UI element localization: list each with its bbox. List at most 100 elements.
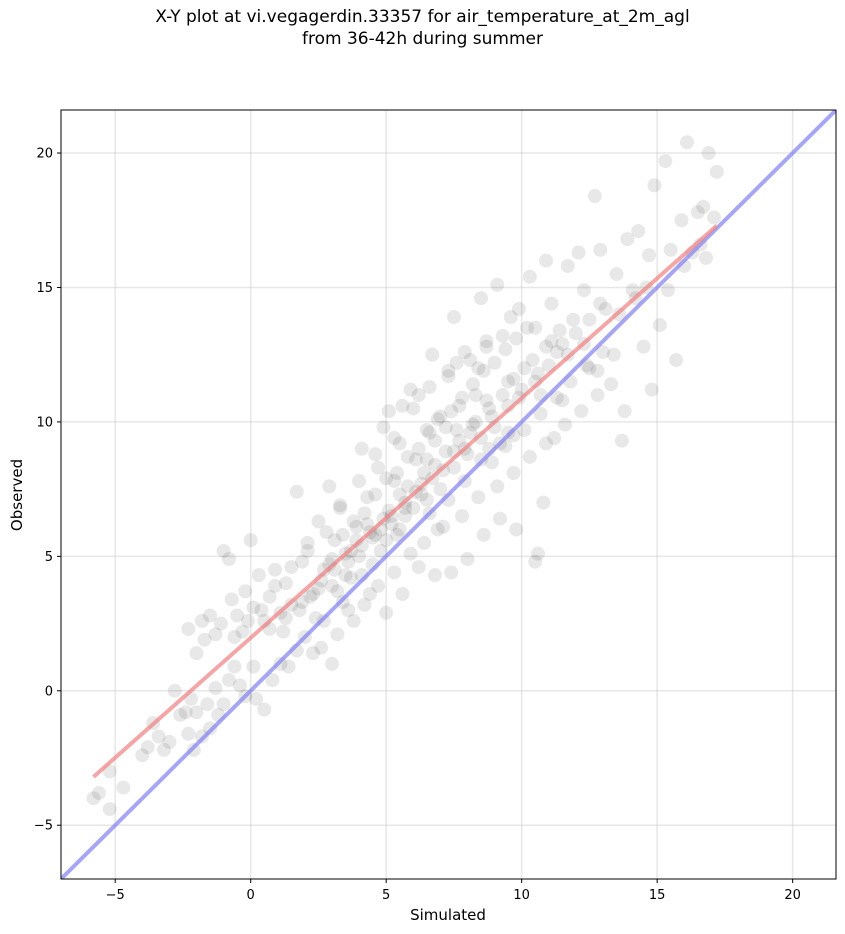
scatter-point bbox=[460, 552, 475, 567]
scatter-point bbox=[446, 460, 461, 475]
scatter-point bbox=[392, 522, 407, 537]
scatter-point bbox=[341, 554, 356, 569]
scatter-point bbox=[590, 363, 605, 378]
scatter-point bbox=[533, 406, 548, 421]
scatter-point bbox=[539, 253, 554, 268]
scatter-point bbox=[503, 310, 518, 325]
scatter-point bbox=[289, 484, 304, 499]
scatter-point bbox=[690, 205, 705, 220]
scatter-point bbox=[482, 401, 497, 416]
scatter-point bbox=[463, 353, 478, 368]
scatter-point bbox=[441, 363, 456, 378]
scatter-point bbox=[322, 479, 337, 494]
scatter-point bbox=[427, 457, 442, 472]
scatter-point bbox=[528, 320, 543, 335]
scatter-point bbox=[352, 549, 367, 564]
chart-title: X-Y plot at vi.vegagerdin.33357 for air_… bbox=[0, 6, 845, 50]
scatter-point bbox=[167, 683, 182, 698]
scatter-point bbox=[525, 353, 540, 368]
scatter-point bbox=[384, 517, 399, 532]
x-axis-label: Simulated bbox=[410, 906, 486, 924]
scatter-point bbox=[511, 301, 526, 316]
plot-frame bbox=[60, 109, 837, 880]
scatter-point bbox=[162, 734, 177, 749]
scatter-point bbox=[254, 603, 269, 618]
scatter-point bbox=[419, 452, 434, 467]
scatter-point bbox=[709, 164, 724, 179]
scatter-point bbox=[468, 414, 483, 429]
scatter-point bbox=[509, 331, 524, 346]
scatter-point bbox=[492, 511, 507, 526]
scatter-point bbox=[91, 785, 106, 800]
scatter-point bbox=[235, 624, 250, 639]
scatter-point bbox=[530, 366, 545, 381]
scatter-point bbox=[213, 616, 228, 631]
scatter-point bbox=[522, 449, 537, 464]
scatter-point bbox=[349, 519, 364, 534]
scatter-point bbox=[189, 705, 204, 720]
scatter-point bbox=[644, 382, 659, 397]
scatter-point bbox=[311, 514, 326, 529]
scatter-point bbox=[295, 554, 310, 569]
scatter-point bbox=[614, 433, 629, 448]
scatter-point bbox=[474, 431, 489, 446]
scatter-point bbox=[490, 479, 505, 494]
scatter-point bbox=[587, 189, 602, 204]
scatter-point bbox=[227, 659, 242, 674]
scatter-point bbox=[498, 342, 513, 357]
scatter-point bbox=[306, 586, 321, 601]
regression-line bbox=[92, 224, 719, 779]
scatter-point bbox=[203, 608, 218, 623]
scatter-point bbox=[468, 388, 483, 403]
scatter-point bbox=[360, 490, 375, 505]
scatter-point bbox=[441, 369, 456, 384]
scatter-point bbox=[620, 232, 635, 247]
scatter-point bbox=[216, 697, 231, 712]
y-tick-label: −5 bbox=[34, 819, 53, 834]
scatter-point bbox=[390, 465, 405, 480]
scatter-point bbox=[243, 533, 258, 548]
scatter-point bbox=[487, 355, 502, 370]
scatter-point bbox=[495, 388, 510, 403]
scatter-point bbox=[444, 565, 459, 580]
scatter-point bbox=[368, 447, 383, 462]
scatter-point bbox=[501, 374, 516, 389]
scatter-point bbox=[609, 267, 624, 282]
scatter-point bbox=[222, 673, 237, 688]
scatter-point bbox=[652, 318, 667, 333]
scatter-point bbox=[322, 557, 337, 572]
scatter-point bbox=[392, 436, 407, 451]
scatter-point bbox=[343, 570, 358, 585]
scatter-point bbox=[262, 589, 277, 604]
scatter-point bbox=[582, 312, 597, 327]
scatter-point bbox=[419, 492, 434, 507]
scatter-point bbox=[417, 465, 432, 480]
scatter-point bbox=[240, 613, 255, 628]
y-tick-label: 20 bbox=[36, 147, 53, 162]
scatter-point bbox=[303, 589, 318, 604]
scatter-point bbox=[387, 431, 402, 446]
scatter-point bbox=[663, 242, 678, 257]
scatter-point bbox=[371, 460, 386, 475]
scatter-point bbox=[555, 393, 570, 408]
scatter-point bbox=[86, 791, 101, 806]
scatter-point bbox=[471, 361, 486, 376]
scatter-point bbox=[311, 581, 326, 596]
grid-lines bbox=[61, 110, 836, 879]
scatter-point bbox=[422, 425, 437, 440]
scatter-point bbox=[403, 382, 418, 397]
scatter-point bbox=[660, 283, 675, 298]
x-tick-label: 0 bbox=[247, 888, 255, 903]
scatter-point bbox=[455, 509, 470, 524]
scatter-point bbox=[574, 404, 589, 419]
scatter-point bbox=[484, 455, 499, 470]
scatter-point bbox=[346, 514, 361, 529]
scatter-point bbox=[427, 568, 442, 583]
scatter-point bbox=[400, 479, 415, 494]
scatter-point bbox=[278, 611, 293, 626]
scatter-point bbox=[517, 422, 532, 437]
scatter-point bbox=[249, 691, 264, 706]
scatter-point bbox=[530, 546, 545, 561]
scatter-point bbox=[474, 291, 489, 306]
scatter-point bbox=[246, 659, 261, 674]
